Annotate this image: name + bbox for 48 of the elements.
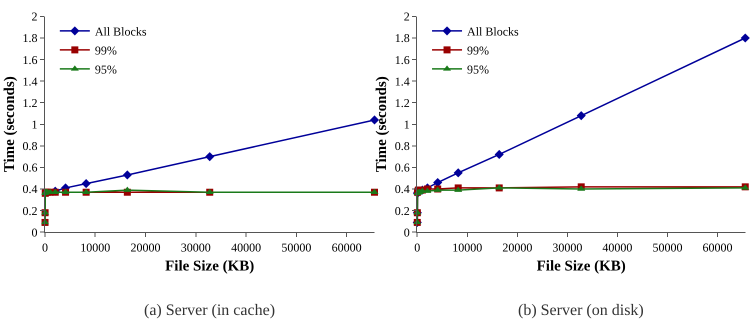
x-axis-title: File Size (KB) [536,258,626,275]
y-tick-label: 1 [404,117,410,132]
legend-label: 99% [467,44,490,58]
x-axis-title: File Size (KB) [165,258,254,275]
legend-label: All Blocks [467,24,520,39]
y-tick-label: 0.8 [394,139,410,154]
x-tick-label: 20000 [502,240,532,255]
y-tick-label: 0.4 [22,182,38,196]
y-tick-label: 0.8 [22,139,38,154]
x-tick-label: 40000 [602,240,632,255]
y-tick-label: 2 [32,10,38,24]
x-tick-label: 40000 [231,240,262,255]
y-tick-label: 1.4 [394,74,410,88]
y-tick-label: 1.6 [394,52,410,67]
legend-label: 99% [94,44,117,58]
x-tick-label: 0 [42,240,48,255]
y-tick-label: 1.6 [22,52,38,67]
y-tick-label: 0.4 [394,182,410,196]
y-tick-label: 0 [32,225,38,240]
x-tick-label: 10000 [452,240,482,255]
x-tick-label: 30000 [552,240,582,255]
text: (b) Server (on disk) [518,302,644,319]
x-tick-label: 60000 [702,240,733,255]
x-tick-label: 60000 [332,240,362,255]
x-tick-label: 50000 [652,240,682,255]
legend-label: 95% [467,62,490,77]
y-tick-label: 1.8 [22,31,38,46]
y-tick-label: 0.2 [22,204,38,218]
y-tick-label: 0 [404,225,410,240]
y-tick-label: 1.4 [22,74,38,88]
x-tick-label: 30000 [180,240,211,255]
y-tick-label: 1.2 [22,96,38,110]
text: (a) Server (in cache) [144,302,276,319]
y-tick-label: 0.2 [394,204,410,218]
y-axis-title: Time (seconds) [2,76,18,172]
legend-label: All Blocks [94,24,147,39]
x-tick-label: 50000 [281,240,312,255]
y-tick-label: 0.6 [22,160,38,175]
y-tick-label: 1 [32,117,38,132]
y-axis-title: Time (seconds) [374,76,390,172]
y-tick-label: 0.6 [394,160,410,175]
x-tick-label: 10000 [80,240,110,255]
y-tick-label: 1.8 [394,31,410,46]
x-tick-label: 20000 [130,240,161,255]
legend-label: 95% [94,62,117,77]
y-tick-label: 1.2 [394,96,410,110]
y-tick-label: 2 [404,10,410,24]
x-tick-label: 0 [414,240,420,255]
